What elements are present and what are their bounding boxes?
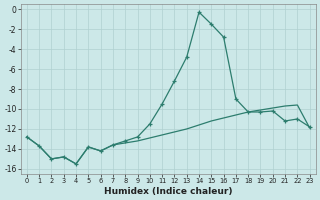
X-axis label: Humidex (Indice chaleur): Humidex (Indice chaleur): [104, 187, 233, 196]
